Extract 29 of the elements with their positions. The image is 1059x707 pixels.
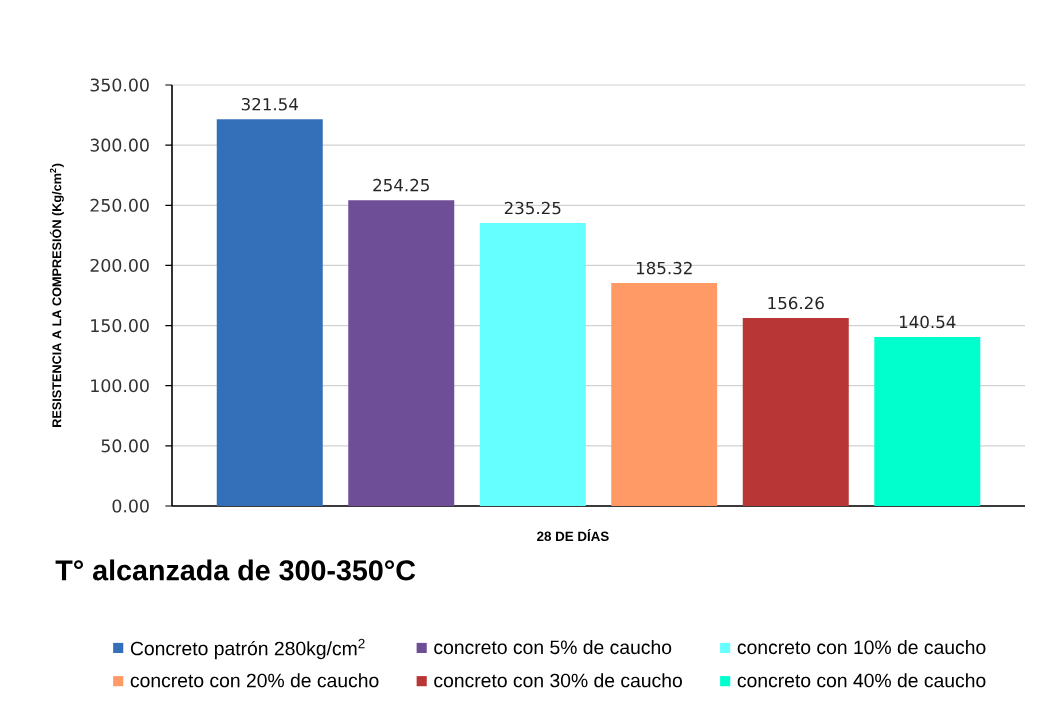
legend-label: concreto con 5% de caucho xyxy=(434,639,672,655)
data-label: 140.54 xyxy=(899,315,956,329)
bar xyxy=(348,200,455,506)
bar xyxy=(216,119,323,506)
legend-label: concreto con 20% de caucho xyxy=(130,673,379,688)
y-axis-title: RESISTENCIA A LA COMPRESIÓN (Kg/cm$^{2}$) xyxy=(49,163,64,427)
y-tick-label: 50.00 xyxy=(101,439,149,453)
y-tick-label: 200.00 xyxy=(90,258,149,272)
y-tick-label: 350.00 xyxy=(90,78,149,92)
data-label: 235.25 xyxy=(504,201,561,215)
legend-label: Concreto patrón 280kg/cm$^{2}$ xyxy=(130,638,365,660)
legend-label: concreto con 30% de caucho xyxy=(434,673,682,688)
y-tick-label: 300.00 xyxy=(90,138,149,152)
bar xyxy=(611,283,718,506)
data-label: 185.32 xyxy=(636,261,692,275)
legend-label: concreto con 10% de caucho xyxy=(737,639,986,655)
data-label: 156.26 xyxy=(768,296,824,310)
y-tick-label: 100.00 xyxy=(91,379,149,393)
bar xyxy=(742,318,849,506)
legend-label: concreto con 40% de caucho xyxy=(737,673,986,688)
bar xyxy=(479,223,586,506)
y-tick-label: 0.00 xyxy=(112,499,149,513)
data-label: 254.25 xyxy=(373,178,429,192)
text: T° alcanzada de 300-350°C xyxy=(55,559,416,581)
data-label: 321.54 xyxy=(241,97,298,111)
x-axis-title: 28 DE DÍAS xyxy=(537,529,609,542)
y-tick-label: 250.00 xyxy=(90,198,149,212)
bar xyxy=(874,336,981,506)
y-tick-label: 150.00 xyxy=(91,319,149,333)
